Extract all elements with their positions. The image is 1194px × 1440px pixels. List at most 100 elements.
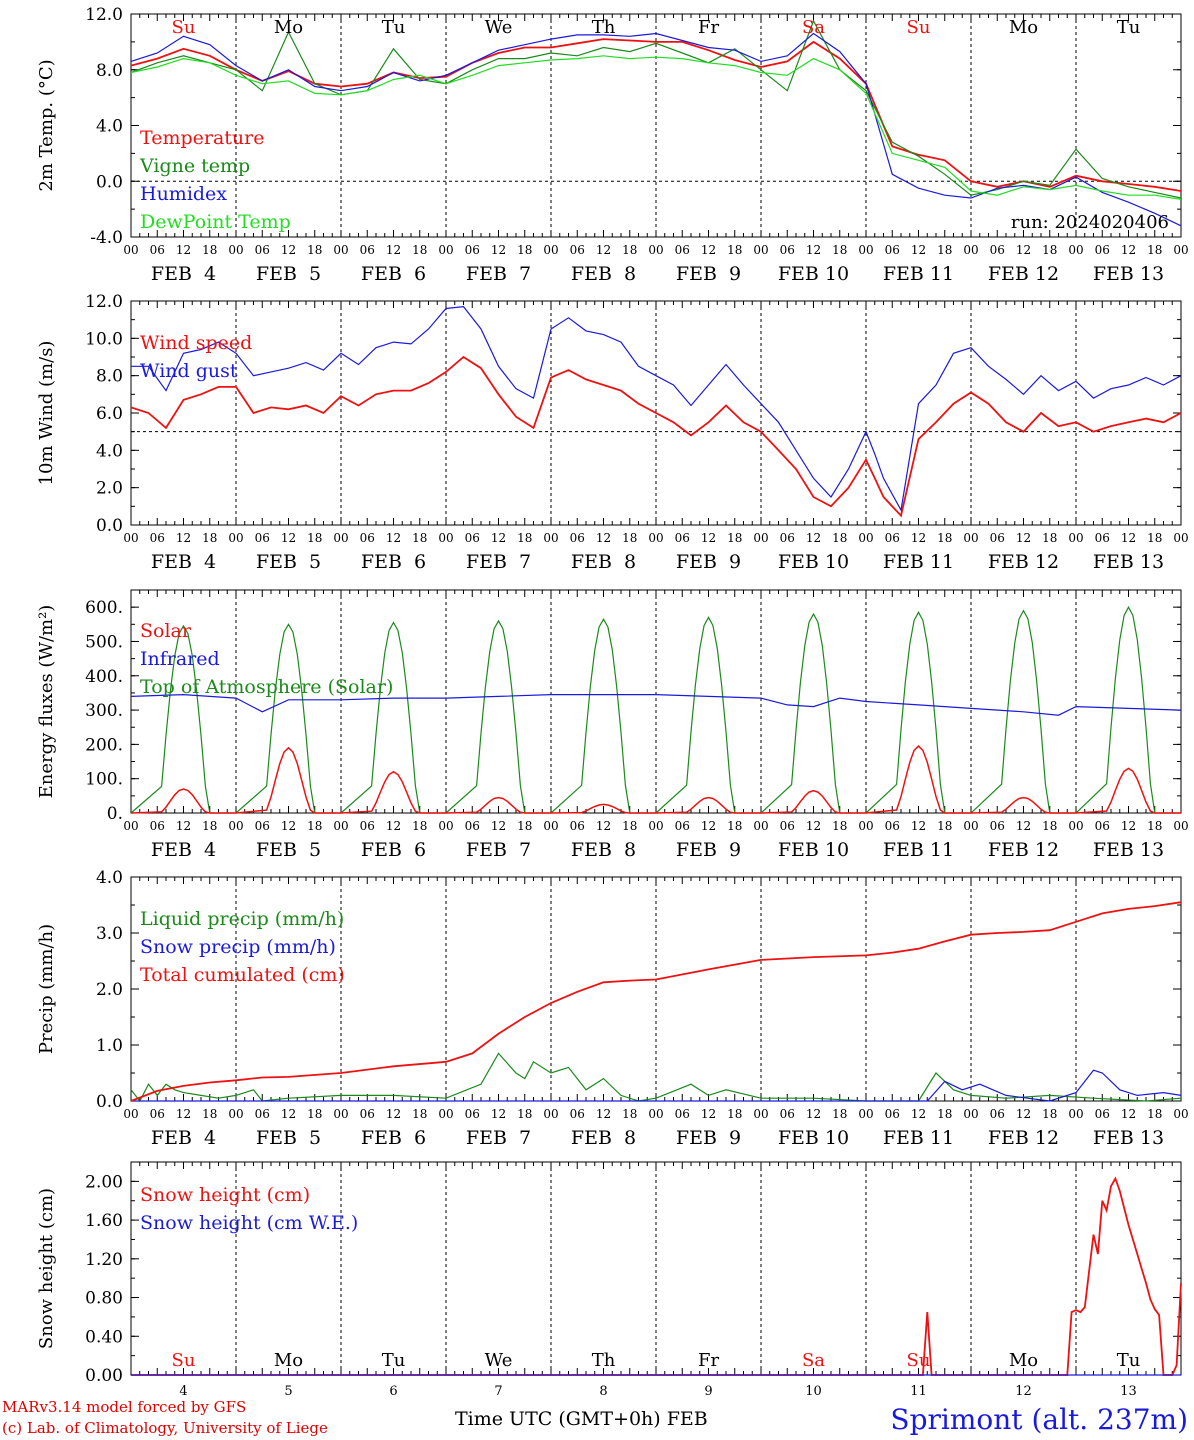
hour-tick-label: 12 [1121, 243, 1136, 257]
date-label: FEB 7 [466, 551, 531, 573]
y-axis-label: Snow height (cm) [36, 1188, 57, 1349]
hour-tick-label: 18 [832, 1107, 847, 1121]
hour-tick-label: 00 [543, 1107, 558, 1121]
hour-tick-label: 06 [360, 819, 375, 833]
hour-tick-label: 18 [1042, 1107, 1057, 1121]
series-line-wind-gust [131, 305, 1182, 512]
legend-entry: DewPoint Temp [140, 211, 291, 233]
hour-tick-label: 06 [675, 819, 690, 833]
y-tick-label: 2.00 [85, 1172, 123, 1192]
day-of-week-label: Su [172, 1350, 196, 1371]
hour-tick-label: 18 [1042, 819, 1057, 833]
hour-tick-label: 12 [806, 819, 821, 833]
date-label: FEB 10 [778, 1127, 849, 1149]
hour-tick-label: 06 [1095, 1107, 1110, 1121]
date-label: FEB 12 [988, 551, 1059, 573]
date-label: FEB 5 [256, 263, 321, 285]
hour-tick-label: 18 [937, 243, 952, 257]
hour-tick-label: 06 [150, 531, 165, 545]
hour-tick-label: 12 [491, 531, 506, 545]
series-line-liquid-precip-mm-h- [130, 1052, 1182, 1103]
day-of-week-label: Th [592, 1350, 616, 1371]
y-axis-label: Energy fluxes (W/m²) [36, 605, 57, 799]
legend-entry: Total cumulated (cm) [140, 964, 345, 986]
y-tick-label: 3.0 [96, 924, 123, 944]
hour-tick-label: 00 [858, 531, 873, 545]
hour-tick-label: 18 [937, 531, 952, 545]
series-line-solar [130, 745, 1181, 814]
hour-tick-label: 00 [1068, 1107, 1083, 1121]
date-label: FEB 11 [883, 839, 954, 861]
hour-tick-label: 00 [963, 243, 978, 257]
hour-tick-label: 18 [622, 243, 637, 257]
hour-tick-label: 06 [885, 243, 900, 257]
hour-tick-label: 00 [858, 819, 873, 833]
hour-tick-label: 18 [727, 819, 742, 833]
hour-tick-label: 18 [202, 819, 217, 833]
hour-tick-label: 00 [648, 243, 663, 257]
hour-tick-label: 12 [491, 1107, 506, 1121]
hour-tick-label: 18 [727, 1107, 742, 1121]
hour-tick-label: 12 [1121, 819, 1136, 833]
legend-entry: Wind speed [140, 332, 252, 354]
date-label: FEB 13 [1093, 839, 1164, 861]
y-tick-label: 4.0 [96, 441, 123, 461]
hour-tick-label: 18 [412, 819, 427, 833]
hour-tick-label: 06 [465, 1107, 480, 1121]
hour-tick-label: 00 [543, 243, 558, 257]
date-label: FEB 12 [988, 839, 1059, 861]
y-tick-label: 0.0 [96, 172, 123, 192]
hour-tick-label: 00 [963, 1107, 978, 1121]
hour-tick-label: 00 [228, 819, 243, 833]
series-line-wind-speed [130, 355, 1182, 518]
date-label: FEB 4 [151, 551, 216, 573]
hour-tick-label: 00 [648, 1107, 663, 1121]
hour-tick-label: 12 [596, 531, 611, 545]
hour-tick-label: 18 [202, 531, 217, 545]
date-label: FEB 8 [571, 551, 636, 573]
y-tick-label: 0.80 [85, 1289, 123, 1309]
day-of-week-label: Mo [1009, 1350, 1038, 1371]
day-of-week-label: Fr [698, 1350, 719, 1371]
hour-tick-label: 18 [832, 243, 847, 257]
hour-tick-label: 06 [255, 819, 270, 833]
hour-tick-label: 00 [1173, 1107, 1188, 1121]
day-of-week-label: Tu [1117, 17, 1141, 38]
y-tick-label: 2.0 [96, 980, 123, 1000]
series-line-total-cumulated-cm- [130, 901, 1182, 1102]
y-tick-label: 4.0 [96, 868, 123, 888]
y-tick-label: 4.0 [96, 117, 123, 137]
y-tick-label: 0. [107, 804, 123, 824]
day-of-week-label: Fr [698, 17, 719, 38]
hour-tick-label: 00 [333, 531, 348, 545]
panel-5: 4 5 6 7 8 9 10 11 12 13 0.00 0.40 0.80 1.20 1.60 2.00 Sn… [36, 1161, 1182, 1399]
hour-tick-label: 12 [386, 531, 401, 545]
hour-tick-label: 06 [360, 531, 375, 545]
hour-tick-label: 18 [202, 243, 217, 257]
hour-tick-label: 12 [281, 243, 296, 257]
hour-tick-label: 00 [333, 819, 348, 833]
hour-tick-label: 12 [911, 531, 926, 545]
legend-entry: Solar [140, 620, 192, 642]
hour-tick-label: 06 [1095, 819, 1110, 833]
hour-tick-label: 18 [202, 1107, 217, 1121]
date-label: FEB 9 [676, 1127, 741, 1149]
hour-tick-label: 12 [176, 1107, 191, 1121]
hour-tick-label: 18 [1147, 243, 1162, 257]
series-line-humidex [130, 32, 1182, 227]
legend-entry: Temperature [140, 127, 264, 149]
day-of-week-label: We [485, 17, 513, 38]
hour-tick-label: 06 [150, 1107, 165, 1121]
date-label: FEB 9 [676, 551, 741, 573]
hour-tick-label: 06 [885, 531, 900, 545]
hour-tick-label: 12 [911, 819, 926, 833]
time-axis-title: Time UTC (GMT+0h) FEB [455, 1408, 708, 1430]
panel-3: 00 06 12 18 00 06 12 18 00 06 12 18 00 06 12 18 00 06 12 18… [36, 589, 1189, 861]
hour-tick-label: 00 [1173, 531, 1188, 545]
hour-tick-label: 00 [228, 531, 243, 545]
hour-tick-label: 06 [570, 1107, 585, 1121]
hour-tick-label: 18 [1042, 531, 1057, 545]
hour-tick-label: 12 [596, 819, 611, 833]
date-label: FEB 4 [151, 1127, 216, 1149]
